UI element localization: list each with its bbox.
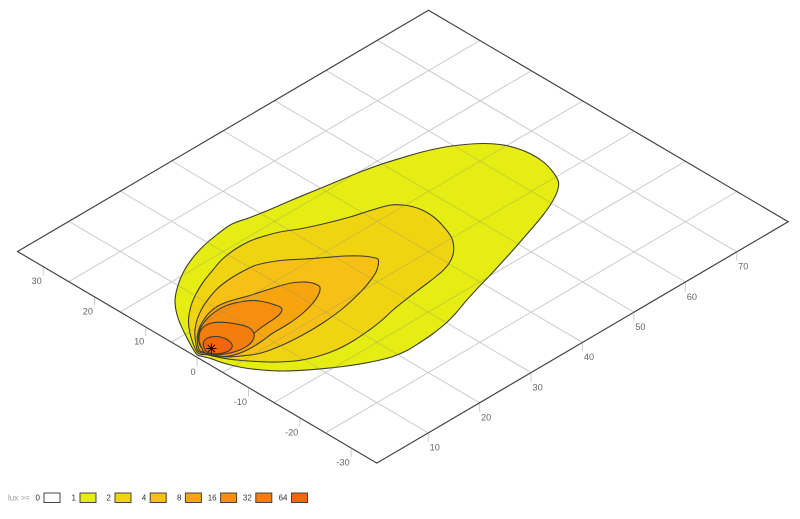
- svg-text:10: 10: [134, 337, 144, 347]
- svg-text:70: 70: [738, 262, 748, 272]
- svg-text:1: 1: [72, 494, 77, 503]
- svg-text:20: 20: [481, 413, 491, 423]
- svg-text:30: 30: [31, 276, 41, 286]
- svg-text:40: 40: [584, 352, 594, 362]
- svg-text:10: 10: [430, 443, 440, 453]
- svg-text:0: 0: [190, 367, 195, 377]
- svg-text:8: 8: [177, 494, 182, 503]
- svg-text:-30: -30: [336, 458, 349, 468]
- svg-text:20: 20: [83, 306, 93, 316]
- svg-text:0: 0: [36, 494, 41, 503]
- svg-text:lux >=: lux >=: [8, 494, 30, 503]
- svg-text:2: 2: [107, 494, 112, 503]
- svg-text:50: 50: [635, 322, 645, 332]
- svg-text:60: 60: [687, 292, 697, 302]
- svg-text:-20: -20: [285, 427, 298, 437]
- svg-text:4: 4: [142, 494, 147, 503]
- svg-text:16: 16: [208, 494, 217, 503]
- svg-text:64: 64: [279, 494, 288, 503]
- svg-text:30: 30: [532, 382, 542, 392]
- svg-text:-10: -10: [234, 397, 247, 407]
- svg-text:32: 32: [243, 494, 252, 503]
